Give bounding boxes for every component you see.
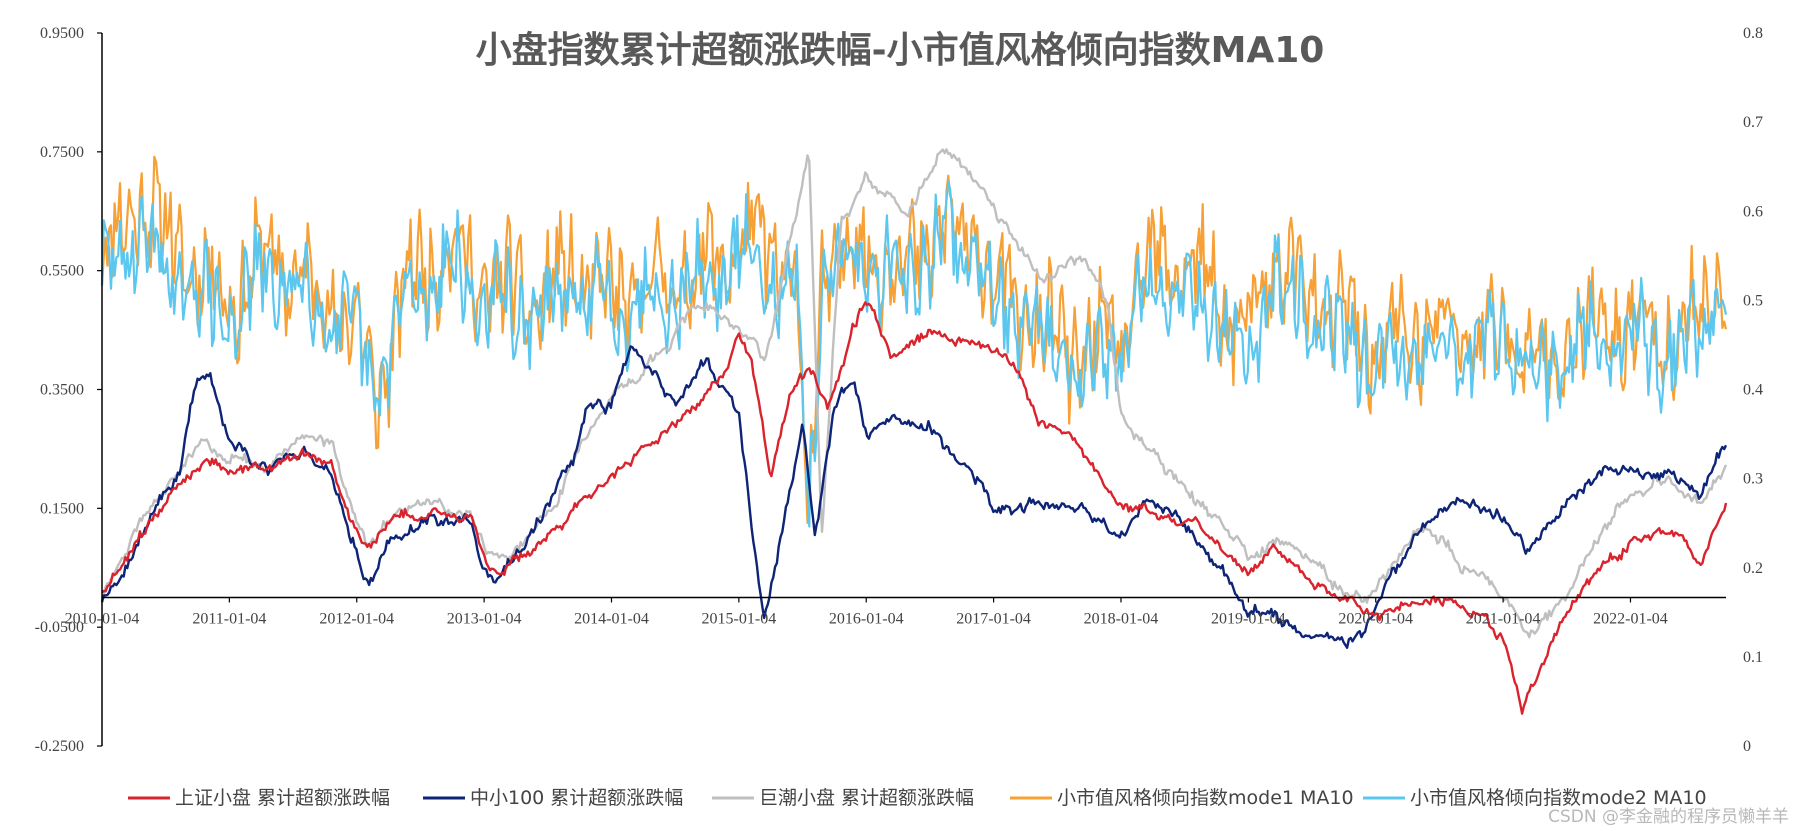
y-right-tick-label: 0.7 bbox=[1743, 114, 1763, 131]
x-tick-label: 2021-01-04 bbox=[1466, 610, 1541, 627]
y-left-tick-label: 0.5500 bbox=[40, 263, 84, 280]
x-tick-label: 2014-01-04 bbox=[574, 610, 649, 627]
y-right-tick-label: 0.3 bbox=[1743, 471, 1763, 488]
chart-title: 小盘指数累计超额涨跌幅-小市值风格倾向指数MA10 bbox=[476, 29, 1325, 71]
y-right-tick-label: 0.8 bbox=[1743, 25, 1763, 42]
x-tick-label: 2016-01-04 bbox=[829, 610, 904, 627]
legend-label: 上证小盘 累计超额涨跌幅 bbox=[175, 787, 390, 809]
x-tick-label: 2011-01-04 bbox=[192, 610, 266, 627]
series-line-1 bbox=[100, 155, 1728, 524]
x-tick-label: 2022-01-04 bbox=[1593, 610, 1668, 627]
series-line-4 bbox=[100, 345, 1728, 649]
y-right-tick-label: 0 bbox=[1743, 738, 1751, 755]
legend-label: 中小100 累计超额涨跌幅 bbox=[470, 787, 683, 809]
series-layer bbox=[100, 148, 1728, 715]
legend-label: 小市值风格倾向指数mode2 MA10 bbox=[1410, 787, 1707, 809]
y-right-tick-label: 0.1 bbox=[1743, 649, 1763, 666]
series-line-5 bbox=[101, 301, 1728, 715]
ticks-layer: 0.9500 0.7500 0.5500 0.3500 0.1500 -0.0500 -0.… bbox=[35, 25, 1763, 755]
watermark: CSDN @李金融的程序员懒羊羊 bbox=[1548, 807, 1789, 827]
x-tick-label: 2020-01-04 bbox=[1338, 610, 1413, 627]
y-right-tick-label: 0.2 bbox=[1743, 560, 1763, 577]
y-left-tick-label: 0.1500 bbox=[40, 500, 84, 517]
y-left-tick-label: 0.7500 bbox=[40, 144, 84, 161]
legend: 上证小盘 累计超额涨跌幅 中小100 累计超额涨跌幅 巨潮小盘 累计超额涨跌幅 小市值… bbox=[128, 787, 1707, 809]
x-tick-label: 2012-01-04 bbox=[319, 610, 394, 627]
y-left-tick-label: -0.0500 bbox=[35, 619, 84, 636]
legend-label: 小市值风格倾向指数mode1 MA10 bbox=[1057, 787, 1354, 809]
x-tick-label: 2017-01-04 bbox=[956, 610, 1031, 627]
x-tick-label: 2019-01-04 bbox=[1211, 610, 1286, 627]
y-left-tick-label: 0.9500 bbox=[40, 25, 84, 42]
axes-layer bbox=[101, 33, 1726, 746]
y-left-tick-label: 0.3500 bbox=[40, 382, 84, 399]
x-tick-label: 2010-01-04 bbox=[65, 610, 140, 627]
y-right-tick-label: 0.6 bbox=[1743, 203, 1763, 220]
x-tick-label: 2013-01-04 bbox=[447, 610, 522, 627]
x-tick-label: 2018-01-04 bbox=[1084, 610, 1159, 627]
series-line-3 bbox=[101, 148, 1728, 639]
y-right-tick-label: 0.5 bbox=[1743, 292, 1763, 309]
y-left-tick-label: -0.2500 bbox=[35, 738, 84, 755]
x-tick-label: 2015-01-04 bbox=[702, 610, 777, 627]
series-line-2 bbox=[100, 180, 1728, 528]
y-right-tick-label: 0.4 bbox=[1743, 382, 1763, 399]
legend-label: 巨潮小盘 累计超额涨跌幅 bbox=[759, 787, 974, 809]
